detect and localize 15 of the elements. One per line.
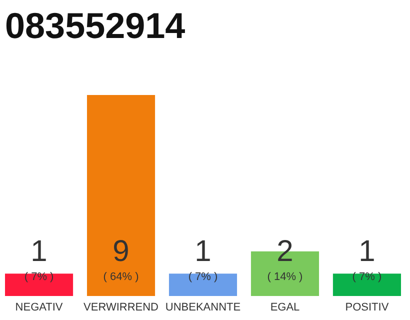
annotation: ( 64% ) bbox=[103, 271, 139, 283]
x-tick-label: NEGATIV bbox=[15, 302, 64, 314]
data-label: 1 bbox=[30, 235, 48, 268]
data-label: 1 bbox=[194, 235, 212, 268]
x-tick-label: VERWIRREND bbox=[84, 302, 159, 314]
x-tick-label: POSITIV bbox=[345, 302, 390, 314]
x-tick-label: EGAL bbox=[270, 302, 300, 314]
annotation: ( 7% ) bbox=[188, 271, 218, 283]
annotation: ( 7% ) bbox=[352, 271, 382, 283]
chart-title: 083552914 bbox=[5, 5, 186, 46]
x-tick-label: UNBEKANNTE bbox=[165, 302, 241, 314]
annotation: ( 7% ) bbox=[24, 271, 54, 283]
annotation: ( 14% ) bbox=[267, 271, 303, 283]
data-label: 1 bbox=[358, 235, 376, 268]
data-label: 9 bbox=[112, 235, 130, 268]
